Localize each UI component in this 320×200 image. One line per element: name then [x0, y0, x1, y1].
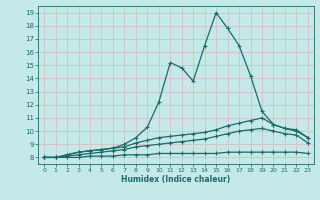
- X-axis label: Humidex (Indice chaleur): Humidex (Indice chaleur): [121, 175, 231, 184]
